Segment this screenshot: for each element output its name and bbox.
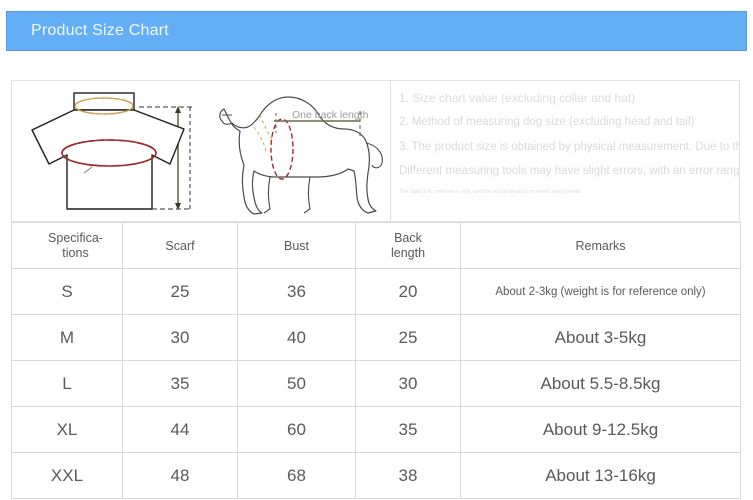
- spec-header-line1: Specifica-: [48, 230, 103, 245]
- column-header-bust: Bust: [237, 222, 356, 269]
- cell-remarks: About 3-5kg: [460, 314, 741, 361]
- column-header-back-length: Back length: [355, 222, 461, 269]
- cell-remarks: About 5.5-8.5kg: [460, 360, 741, 407]
- cell-bust: 60: [237, 406, 356, 453]
- size-notes: 1. Size chart value (excluding collar an…: [390, 81, 739, 221]
- table-row: XXL 48 68 38 About 13-16kg: [11, 452, 741, 499]
- dog-measure-svg: One back length: [219, 96, 383, 215]
- cell-scarf: 48: [122, 452, 238, 499]
- table-row: XL 44 60 35 About 9-12.5kg: [11, 406, 741, 453]
- cell-specification: XXL: [11, 452, 123, 499]
- size-chart-table: Specifica- tions Scarf Bust Back length …: [11, 222, 741, 499]
- cell-back-length: 30: [355, 360, 461, 407]
- cell-bust: 50: [237, 360, 356, 407]
- cell-scarf: 44: [122, 406, 238, 453]
- cell-bust: 36: [237, 268, 356, 315]
- cell-remarks: About 13-16kg: [460, 452, 741, 499]
- cell-bust: 68: [237, 452, 356, 499]
- cell-specification: S: [11, 268, 123, 315]
- note-fine-print: The data is for reference only, and the …: [399, 188, 583, 195]
- table-header-row: Specifica- tions Scarf Bust Back length …: [11, 222, 741, 269]
- back-header-line1: Back: [394, 230, 422, 245]
- note-line-3: 3. The product size is obtained by physi…: [399, 140, 739, 153]
- note-line-1: 1. Size chart value (excluding collar an…: [399, 91, 636, 105]
- column-header-remarks: Remarks: [460, 222, 741, 269]
- cell-back-length: 35: [355, 406, 461, 453]
- garment-size-diagram: [12, 81, 210, 221]
- cell-bust: 40: [237, 314, 356, 361]
- back-header-line2: length: [390, 245, 426, 260]
- cell-specification: XL: [11, 406, 123, 453]
- spec-header-line2: tions: [62, 245, 89, 260]
- cell-remarks: About 2-3kg (weight is for reference onl…: [460, 268, 741, 315]
- cell-specification: L: [11, 360, 123, 407]
- note-line-4: Different measuring tools may have sligh…: [399, 165, 739, 178]
- garment-size-svg: [31, 92, 192, 210]
- page-title: Product Size Chart: [31, 22, 169, 39]
- note-line-2: 2. Method of measuring dog size (excludi…: [399, 116, 695, 129]
- table-row: M 30 40 25 About 3-5kg: [11, 314, 741, 361]
- column-header-specifications: Specifica- tions: [11, 222, 123, 269]
- dog-measure-diagram: One back length: [210, 81, 390, 221]
- cell-remarks: About 9-12.5kg: [460, 406, 741, 453]
- dog-back-length-label: One back length: [292, 109, 369, 121]
- cell-scarf: 25: [122, 268, 238, 315]
- cell-specification: M: [11, 314, 123, 361]
- cell-scarf: 30: [122, 314, 238, 361]
- cell-back-length: 25: [355, 314, 461, 361]
- cell-back-length: 20: [355, 268, 461, 315]
- diagram-panel: One back length 1. Size chart value (exc…: [11, 80, 740, 222]
- table-row: S 25 36 20 About 2-3kg (weight is for re…: [11, 268, 741, 315]
- cell-scarf: 35: [122, 360, 238, 407]
- column-header-scarf: Scarf: [122, 222, 238, 269]
- page-header-banner: Product Size Chart: [6, 11, 747, 51]
- cell-back-length: 38: [355, 452, 461, 499]
- table-row: L 35 50 30 About 5.5-8.5kg: [11, 360, 741, 407]
